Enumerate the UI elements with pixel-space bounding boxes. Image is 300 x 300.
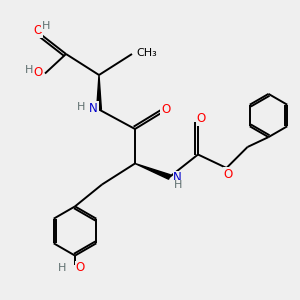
Text: H: H (58, 262, 67, 273)
Text: O: O (161, 103, 170, 116)
Text: H: H (25, 65, 33, 75)
Text: O: O (196, 112, 206, 125)
Text: N: N (173, 171, 182, 184)
Polygon shape (97, 75, 101, 110)
Text: O: O (33, 24, 42, 37)
Text: O: O (224, 167, 232, 181)
Text: CH₃: CH₃ (136, 48, 157, 59)
Text: N: N (89, 101, 98, 115)
Text: O: O (34, 65, 43, 79)
Text: H: H (174, 180, 182, 190)
Text: O: O (76, 261, 85, 274)
Text: H: H (77, 102, 86, 112)
Polygon shape (135, 164, 170, 179)
Text: H: H (42, 21, 50, 32)
